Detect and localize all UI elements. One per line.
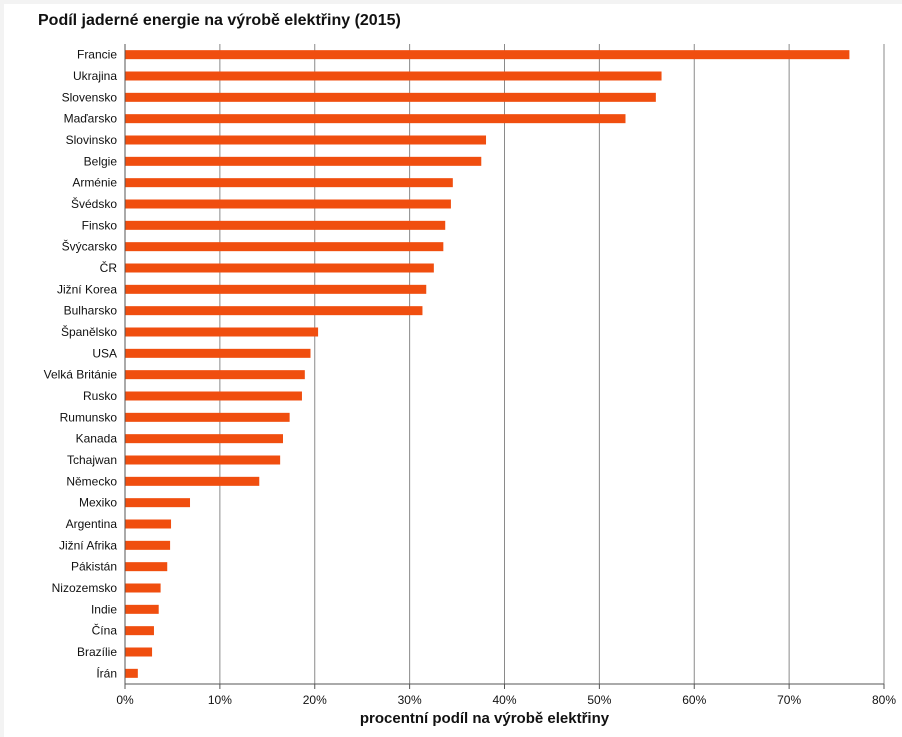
x-tick-label: 50% bbox=[587, 693, 611, 707]
category-label: USA bbox=[92, 346, 117, 360]
category-label: Španělsko bbox=[61, 324, 117, 339]
bar bbox=[125, 135, 487, 145]
category-label: Argentina bbox=[66, 517, 118, 531]
bar bbox=[125, 668, 138, 678]
category-label: Rumunsko bbox=[60, 410, 118, 424]
category-label: Írán bbox=[96, 665, 117, 680]
bar bbox=[125, 412, 290, 422]
bar bbox=[125, 220, 446, 230]
bar bbox=[125, 92, 656, 102]
category-label: Německo bbox=[66, 474, 117, 488]
category-label: Brazílie bbox=[77, 645, 117, 659]
category-label: Ukrajina bbox=[73, 69, 117, 83]
x-tick-label: 60% bbox=[682, 693, 706, 707]
x-axis-title: procentní podíl na výrobě elektřiny bbox=[360, 710, 610, 727]
bars bbox=[125, 50, 850, 678]
bar bbox=[125, 327, 319, 337]
bar bbox=[125, 306, 423, 316]
category-label: Maďarsko bbox=[64, 112, 118, 126]
x-tick-labels: 0% 10% 20% 30% 40% 50% 60% 70% 80% bbox=[116, 693, 896, 707]
category-label: Slovensko bbox=[62, 90, 118, 104]
category-label: Francie bbox=[77, 48, 117, 62]
bar bbox=[125, 263, 434, 273]
category-labels: Francie Ukrajina Slovensko Maďarsko Slovinsk… bbox=[44, 48, 118, 681]
bar bbox=[125, 455, 281, 465]
bar bbox=[125, 434, 283, 444]
category-label: Bulharsko bbox=[64, 304, 118, 318]
category-label: Kanada bbox=[76, 432, 118, 446]
x-tick-label: 40% bbox=[492, 693, 516, 707]
category-label: Velká Británie bbox=[44, 368, 118, 382]
category-label: Pákistán bbox=[71, 560, 117, 574]
category-label: ČR bbox=[100, 260, 118, 275]
bar bbox=[125, 391, 302, 401]
category-label: Jižní Afrika bbox=[59, 538, 117, 552]
chart-title: Podíl jaderné energie na výrobě elektřin… bbox=[38, 12, 401, 29]
category-label: Indie bbox=[91, 602, 117, 616]
category-label: Belgie bbox=[84, 154, 118, 168]
x-tick-label: 20% bbox=[303, 693, 327, 707]
x-tick-label: 80% bbox=[872, 693, 896, 707]
bar bbox=[125, 156, 482, 166]
category-label: Jižní Korea bbox=[57, 282, 117, 296]
category-label: Tchajwan bbox=[67, 453, 117, 467]
bar bbox=[125, 242, 444, 252]
bar bbox=[125, 348, 311, 358]
x-tick-label: 0% bbox=[116, 693, 134, 707]
category-label: Rusko bbox=[83, 389, 117, 403]
bar bbox=[125, 71, 662, 81]
category-label: Švédsko bbox=[71, 196, 117, 211]
category-label: Švýcarsko bbox=[62, 239, 118, 254]
category-label: Čína bbox=[92, 623, 118, 638]
bar bbox=[125, 540, 171, 550]
category-label: Arménie bbox=[72, 176, 117, 190]
category-label: Nizozemsko bbox=[52, 581, 118, 595]
bar bbox=[125, 370, 305, 380]
gridlines bbox=[219, 44, 885, 684]
axes bbox=[124, 44, 885, 689]
bar bbox=[125, 50, 850, 60]
bar bbox=[125, 583, 161, 593]
bar bbox=[125, 476, 260, 486]
x-tick-label: 30% bbox=[398, 693, 422, 707]
bar bbox=[125, 647, 153, 657]
bar bbox=[125, 178, 453, 188]
x-tick-label: 10% bbox=[208, 693, 232, 707]
bar bbox=[125, 562, 168, 572]
bar bbox=[125, 498, 191, 508]
category-label: Slovinsko bbox=[66, 133, 118, 147]
bar bbox=[125, 519, 172, 529]
bar bbox=[125, 199, 451, 209]
x-tick-label: 70% bbox=[777, 693, 801, 707]
bar bbox=[125, 604, 159, 614]
category-label: Mexiko bbox=[79, 496, 117, 510]
bar bbox=[125, 284, 427, 294]
category-label: Finsko bbox=[82, 218, 118, 232]
bar bbox=[125, 626, 154, 636]
bar bbox=[125, 114, 626, 124]
